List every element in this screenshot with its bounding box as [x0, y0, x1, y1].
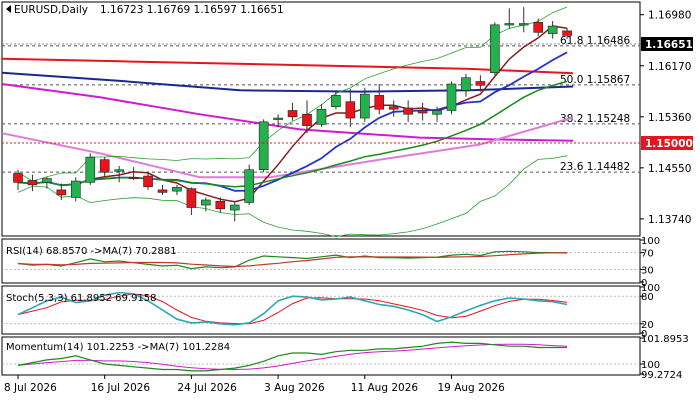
price-tick-label: 1.16170 [648, 61, 691, 73]
candle-body [331, 95, 341, 108]
red-level-value: 1.15000 [645, 138, 693, 150]
bollinger-lower-line [17, 155, 568, 238]
symbol-header: EURUSD,Daily 1.16723 1.16769 1.16597 1.1… [6, 4, 284, 16]
candle-body [388, 106, 399, 110]
ma-navy-line [1, 71, 574, 93]
candle-body [42, 178, 52, 183]
stoch-label: Stoch(5,3,3) 61.8952 69.9158 [6, 293, 157, 304]
candle-body [287, 110, 298, 118]
candle-body [533, 21, 544, 33]
candle-body [13, 173, 23, 183]
candle-body [56, 189, 67, 196]
ma-darkred-line [17, 25, 568, 203]
symbol-label: EURUSD,Daily [14, 4, 88, 16]
fib-level-label: 61.8 1.16486 [560, 35, 630, 47]
candle-body [403, 107, 413, 115]
candle-body [417, 110, 428, 114]
candle-body [244, 169, 254, 203]
ma-green-line [17, 80, 568, 188]
candle-body [172, 187, 182, 192]
candle-body [562, 30, 572, 36]
price-tick-label: 1.16980 [648, 10, 691, 22]
candle-body [374, 95, 385, 110]
bollinger-upper-line [17, 6, 568, 182]
price-tick-label: 1.15360 [648, 112, 691, 124]
candle-body [518, 23, 529, 26]
candle-body [143, 175, 153, 188]
ma-pink-line [1, 116, 574, 179]
ohlc-values: 1.16723 1.16769 1.16597 1.16651 [100, 4, 284, 16]
candle-body [229, 204, 240, 211]
stoch-signal-line [17, 293, 568, 325]
stoch-tick-label: 0 [641, 329, 647, 340]
momentum-line [17, 341, 568, 372]
candle-body [432, 110, 442, 115]
rsi-tick-label: 30 [641, 265, 654, 276]
momentum-label: Momentum(14) 101.2253 ->MA(7) 101.2284 [6, 342, 230, 353]
current-price-tag: 1.16651 [641, 37, 693, 51]
time-axis: 8 Jul 2026 16 Jul 2026 24 Jul 2026 3 Aug 20… [4, 375, 505, 394]
indicator-lines [2, 250, 640, 372]
moving-averages [1, 6, 574, 238]
stoch-main-line [17, 291, 568, 326]
price-tick-label: 1.14550 [648, 163, 691, 175]
rsi-label: RSI(14) 68.8570 ->MA(7) 70.2881 [6, 246, 177, 257]
candle-body [504, 23, 515, 26]
fib-level-label: 23.6 1.14482 [560, 161, 630, 173]
candle-body [475, 81, 486, 86]
price-axis: 1.16980 1.16170 1.15360 1.14550 1.13740 [640, 10, 691, 226]
candle-body [157, 189, 168, 193]
candle-body [85, 156, 96, 183]
candle-body [128, 176, 139, 180]
time-tick-label: 11 Aug 2026 [351, 382, 419, 394]
collapse-arrow-icon [6, 5, 11, 13]
rsi-tick-label: 70 [641, 249, 654, 260]
time-tick-label: 8 Jul 2026 [4, 382, 57, 394]
ma-red-line [1, 57, 574, 75]
candle-body [359, 93, 370, 119]
momentum-tick-label: 99.2724 [641, 370, 682, 381]
time-tick-label: 19 Aug 2026 [438, 382, 506, 394]
momentum-panel-frame [1, 336, 641, 376]
rsi-line [17, 250, 568, 270]
time-tick-label: 24 Jul 2026 [177, 382, 237, 394]
stoch-tick-label: 80 [641, 292, 654, 303]
candle-body [446, 83, 457, 111]
candle-body [461, 77, 471, 91]
candle-body [316, 108, 327, 125]
candle-body [215, 200, 226, 210]
time-tick-label: 3 Aug 2026 [264, 382, 325, 394]
candle-body [201, 199, 211, 206]
fib-level-label: 38.2 1.15248 [560, 113, 630, 125]
momentum-tick-label: 100 [641, 360, 660, 371]
candle-body [345, 101, 356, 119]
candle-body [490, 24, 500, 73]
candles [13, 7, 572, 222]
candle-body [27, 180, 38, 186]
price-tick-label: 1.13740 [648, 214, 691, 226]
candle-body [547, 25, 558, 34]
fib-level-label: 50.0 1.15867 [560, 74, 630, 86]
current-price-value: 1.16651 [645, 39, 693, 51]
candle-body [99, 159, 110, 173]
candle-body [186, 188, 197, 208]
candle-body [302, 113, 312, 126]
rsi-tick-label: 100 [641, 236, 660, 247]
momentum-ma-line [17, 343, 568, 371]
rsi-ma-line [17, 252, 568, 268]
candle-body [273, 117, 283, 120]
candle-body [71, 180, 81, 198]
time-tick-label: 16 Jul 2026 [91, 382, 151, 394]
candle-body [258, 121, 269, 171]
stoch-tick-label: 20 [641, 320, 654, 331]
red-level-tag: 1.15000 [641, 136, 693, 150]
stoch-tick-label: 100 [641, 283, 660, 294]
candle-body [114, 169, 124, 172]
momentum-tick-label: 101.8953 [641, 334, 689, 345]
rsi-tick-label: 0 [641, 278, 647, 289]
